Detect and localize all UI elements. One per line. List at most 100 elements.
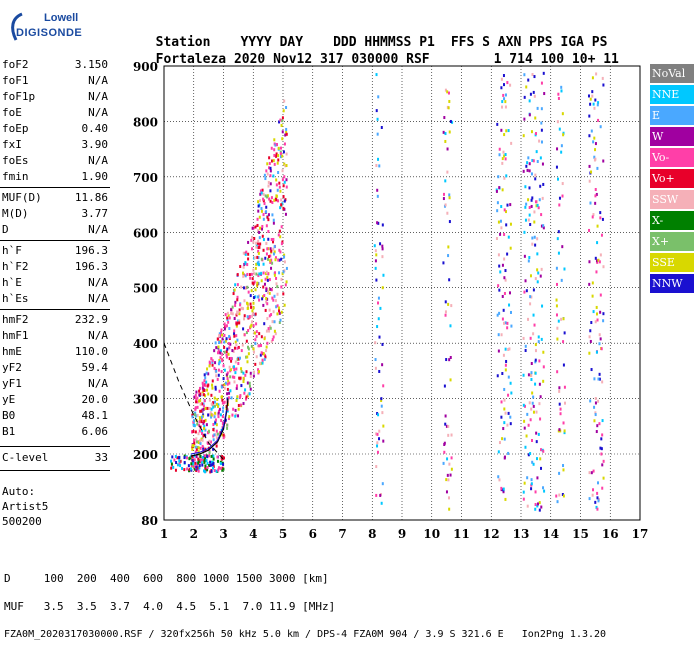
echo-point	[536, 476, 539, 480]
param-value: 0.40	[81, 122, 109, 135]
echo-point	[591, 90, 594, 94]
echo-point	[223, 382, 226, 386]
x-tick-label: 3	[219, 527, 227, 541]
echo-point	[524, 185, 527, 189]
param-row: C-level 33	[2, 451, 108, 467]
y-tick-label: 400	[133, 337, 158, 351]
echo-point	[179, 459, 182, 463]
param-name: M(D)	[2, 207, 29, 220]
param-value: 3.90	[81, 138, 109, 151]
x-tick-label: 6	[309, 527, 317, 541]
echo-point	[534, 507, 537, 511]
echo-point	[260, 191, 263, 195]
echo-point	[253, 331, 256, 335]
param-name: h`F	[2, 244, 22, 257]
echo-point	[219, 351, 222, 355]
echo-point	[531, 401, 534, 405]
param-row: foF2 3.150	[2, 58, 108, 74]
echo-point	[238, 376, 241, 380]
echo-point	[267, 184, 270, 188]
echo-point	[253, 280, 256, 284]
echo-point	[214, 418, 217, 422]
echo-point	[284, 133, 287, 137]
echo-point	[268, 156, 271, 160]
echo-point	[281, 240, 284, 244]
echo-point	[281, 272, 284, 276]
echo-point	[504, 105, 507, 109]
echo-point	[598, 377, 601, 381]
echo-point	[542, 486, 545, 490]
echo-point	[375, 253, 378, 257]
echo-point	[498, 147, 501, 151]
echo-point	[537, 340, 540, 344]
echo-point	[270, 258, 273, 262]
echo-point	[199, 417, 202, 421]
echo-point	[231, 312, 234, 316]
echo-point	[261, 234, 264, 238]
echo-point	[213, 396, 216, 400]
echo-point	[249, 302, 252, 306]
echo-point	[444, 203, 447, 207]
echo-point	[523, 73, 526, 77]
footer-muf-value: 11.9	[269, 600, 296, 613]
echo-point	[503, 321, 506, 325]
y-tick-label: 800	[133, 115, 158, 129]
echo-point	[223, 340, 226, 344]
echo-point	[501, 157, 504, 161]
param-value: 1.90	[81, 170, 109, 183]
echo-point	[221, 401, 224, 405]
echo-point	[376, 325, 379, 329]
echo-point	[249, 387, 252, 391]
echo-point	[258, 230, 261, 234]
echo-point	[220, 331, 223, 335]
echo-point	[265, 345, 268, 349]
echo-point	[208, 362, 211, 366]
echo-point	[179, 464, 182, 468]
echo-point	[536, 237, 539, 241]
echo-point	[225, 353, 228, 357]
echo-point	[252, 306, 255, 310]
echo-point	[446, 90, 449, 94]
echo-point	[284, 283, 287, 287]
echo-point	[498, 186, 501, 190]
echo-point	[215, 374, 218, 378]
echo-point	[198, 399, 201, 403]
echo-point	[200, 420, 203, 424]
echo-point	[375, 465, 378, 469]
echo-point	[450, 433, 453, 437]
echo-point	[540, 121, 543, 125]
echo-point	[504, 157, 507, 161]
echo-point	[202, 388, 205, 392]
echo-point	[212, 438, 215, 442]
echo-point	[206, 384, 209, 388]
echo-point	[506, 326, 509, 330]
echo-point	[224, 313, 227, 317]
echo-point	[525, 164, 528, 168]
param-name: D	[2, 223, 9, 236]
echo-point	[448, 220, 451, 224]
echo-point	[592, 310, 595, 314]
param-value: 110.0	[74, 345, 108, 358]
echo-point	[243, 333, 246, 337]
echo-point	[534, 343, 537, 347]
echo-point	[216, 455, 219, 459]
echo-point	[265, 270, 268, 274]
echo-point	[600, 437, 603, 441]
echo-point	[523, 481, 526, 485]
echo-point	[275, 305, 278, 309]
echo-point	[540, 337, 543, 341]
echo-point	[279, 250, 282, 254]
echo-point	[376, 194, 379, 198]
echo-point	[258, 199, 261, 203]
echo-point	[238, 308, 241, 312]
echo-point	[558, 493, 561, 497]
echo-point	[530, 198, 533, 202]
echo-point	[236, 395, 239, 399]
echo-point	[204, 457, 207, 461]
echo-point	[374, 259, 377, 263]
echo-point	[447, 254, 450, 258]
echo-point	[242, 379, 245, 383]
echo-point	[257, 200, 260, 204]
echo-point	[270, 266, 273, 270]
echo-point	[379, 242, 382, 246]
